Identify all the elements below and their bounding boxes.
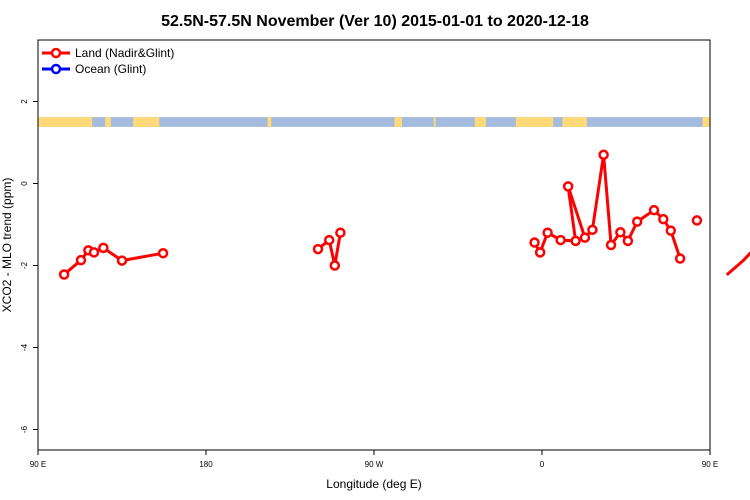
x-tick-label: 90 E — [702, 460, 718, 469]
data-point — [335, 227, 346, 238]
x-axis-label: Longitude (deg E) — [326, 477, 421, 491]
data-point — [312, 243, 324, 255]
data-point — [116, 255, 128, 266]
legend: Land (Nadir&Glint) Ocean (Glint) — [42, 46, 174, 76]
y-tick-label: 0 — [20, 181, 29, 186]
data-point — [88, 247, 100, 258]
surface-bar-land — [433, 117, 436, 127]
data-point — [542, 227, 553, 238]
data-point — [529, 237, 540, 248]
surface-bar-land — [133, 117, 160, 127]
data-point — [674, 253, 686, 264]
legend-item-ocean: Ocean (Glint) — [42, 62, 146, 76]
data-point — [579, 232, 591, 243]
data-point — [323, 234, 335, 246]
surface-bar-ocean — [39, 117, 709, 127]
data-point — [648, 204, 660, 216]
data-point — [58, 269, 70, 280]
data-point — [570, 235, 581, 247]
x-tick-label: 90 W — [365, 460, 384, 469]
y-tick-label: 2 — [20, 99, 29, 104]
surface-bar-land — [474, 117, 486, 127]
series-layer — [58, 149, 750, 280]
data-point — [605, 239, 617, 251]
y-tick-label: -2 — [20, 261, 29, 269]
y-axis: 2 0 -2 -4 -6 — [20, 99, 38, 433]
data-point — [598, 149, 609, 161]
data-point — [691, 215, 703, 226]
series-line — [317, 232, 342, 267]
y-tick-label: -4 — [20, 343, 29, 351]
data-point — [658, 213, 669, 225]
data-point — [75, 254, 87, 266]
y-axis-label: XCO2 - MLO trend (ppm) — [0, 178, 14, 313]
surface-bar-land — [702, 117, 710, 127]
legend-label-ocean: Ocean (Glint) — [75, 62, 146, 76]
x-tick-label: 90 E — [30, 460, 46, 469]
data-point — [98, 242, 109, 254]
surface-bar-land — [267, 117, 272, 127]
x-axis: 90 E 180 90 W 0 90 E — [30, 450, 718, 469]
surface-bar-land — [105, 117, 111, 127]
surface-bar-land — [562, 117, 587, 127]
series-line — [725, 251, 750, 277]
legend-label-land: Land (Nadir&Glint) — [75, 46, 174, 60]
data-point — [534, 247, 546, 258]
y-tick-label: -6 — [20, 425, 29, 433]
data-point — [631, 216, 643, 227]
data-point — [329, 260, 341, 271]
data-point — [555, 234, 566, 246]
surface-bar-land — [38, 117, 93, 127]
data-point — [157, 247, 169, 259]
data-point — [622, 235, 634, 247]
surface-type-bar — [38, 117, 710, 127]
x-tick-label: 0 — [540, 460, 545, 469]
data-point — [665, 225, 677, 236]
data-point — [562, 181, 574, 192]
surface-bar-land — [515, 117, 554, 127]
chart-title: 52.5N-57.5N November (Ver 10) 2015-01-01… — [161, 13, 589, 30]
data-point — [615, 227, 626, 238]
surface-bar-land — [394, 117, 402, 127]
legend-item-land: Land (Nadir&Glint) — [42, 46, 174, 60]
data-point — [587, 224, 598, 236]
x-tick-label: 180 — [199, 460, 213, 469]
